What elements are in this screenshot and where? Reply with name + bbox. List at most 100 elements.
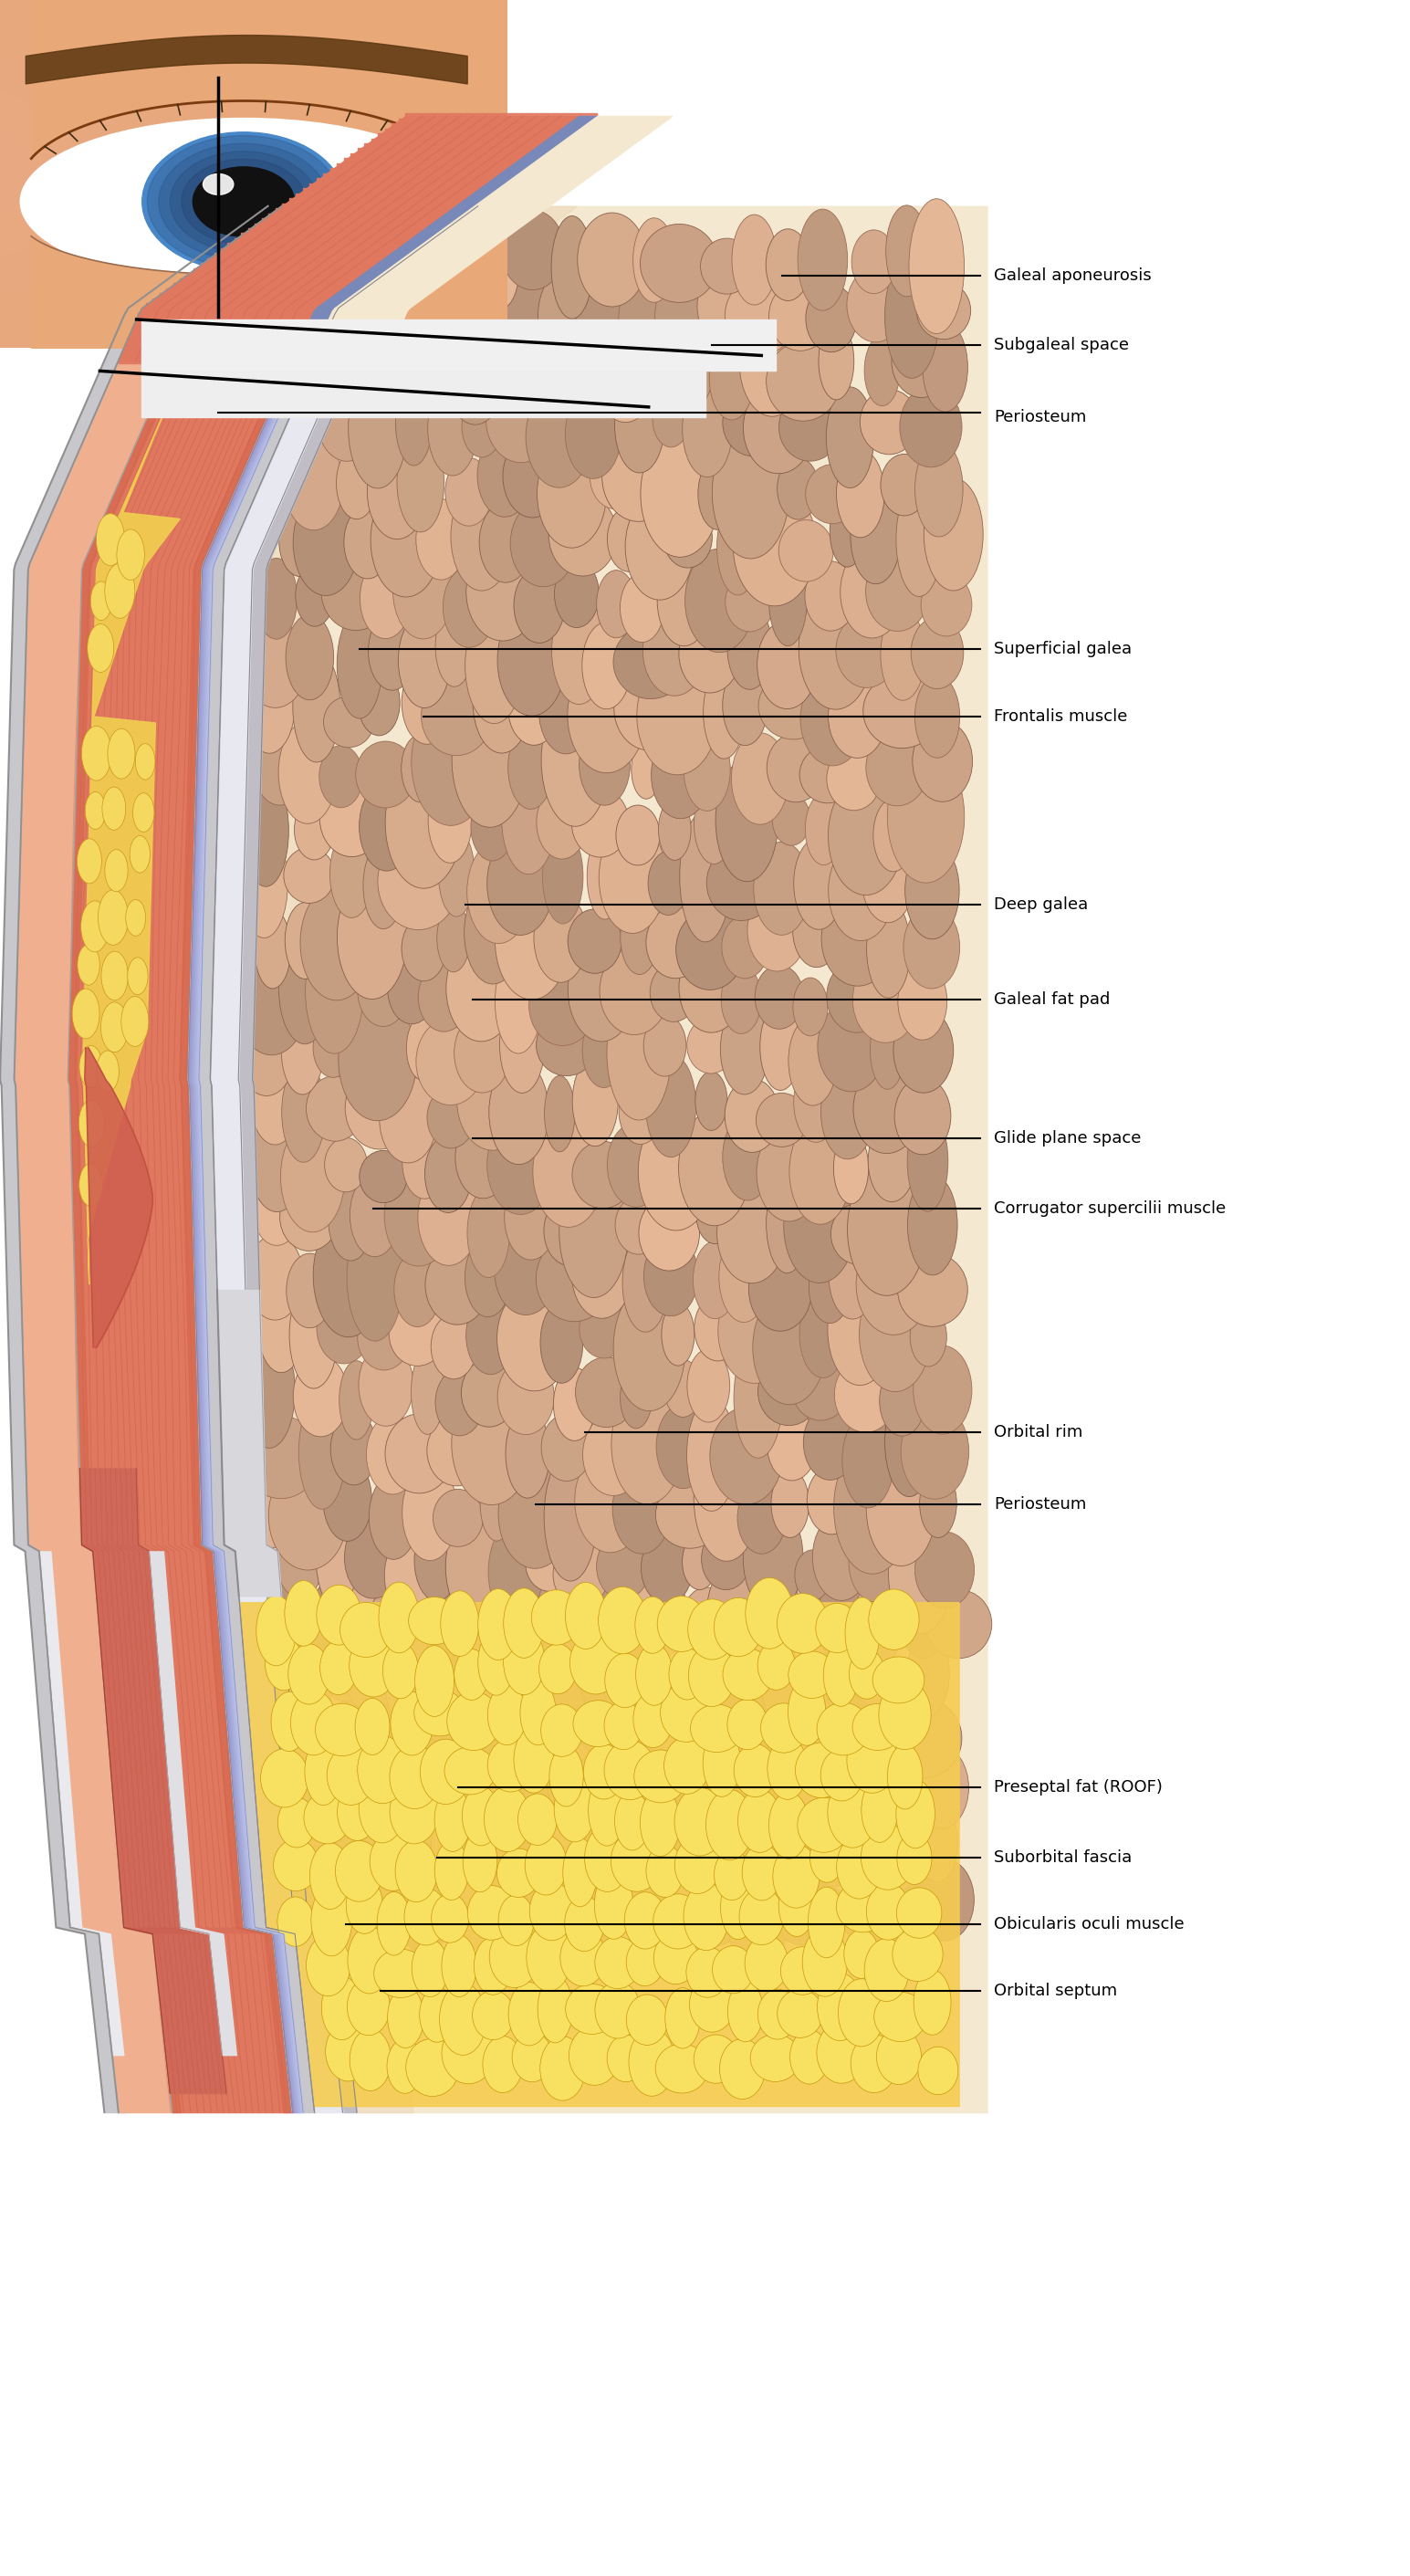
Ellipse shape (317, 376, 378, 461)
Ellipse shape (550, 1747, 584, 1806)
Ellipse shape (565, 389, 620, 479)
Ellipse shape (697, 1185, 735, 1244)
Ellipse shape (698, 263, 760, 350)
Ellipse shape (828, 840, 894, 940)
Ellipse shape (596, 1695, 664, 1793)
Ellipse shape (484, 1785, 530, 1852)
Ellipse shape (248, 1103, 305, 1211)
Ellipse shape (496, 1285, 571, 1391)
Ellipse shape (391, 1692, 433, 1754)
Ellipse shape (415, 1698, 478, 1772)
Ellipse shape (611, 1832, 663, 1891)
Ellipse shape (276, 1525, 323, 1597)
Ellipse shape (637, 657, 718, 775)
Ellipse shape (725, 572, 774, 631)
Ellipse shape (777, 1595, 829, 1654)
Ellipse shape (486, 832, 554, 935)
Ellipse shape (654, 1932, 698, 1984)
Ellipse shape (823, 1643, 859, 1705)
Ellipse shape (822, 891, 894, 987)
Ellipse shape (790, 1118, 852, 1224)
Ellipse shape (684, 729, 730, 811)
Ellipse shape (606, 987, 671, 1121)
Ellipse shape (629, 2027, 675, 2097)
Ellipse shape (498, 1896, 534, 1945)
Ellipse shape (501, 211, 564, 291)
Ellipse shape (753, 842, 809, 935)
Ellipse shape (640, 1700, 699, 1754)
Ellipse shape (620, 574, 664, 641)
Ellipse shape (633, 1690, 673, 1747)
Ellipse shape (874, 1674, 928, 1788)
Ellipse shape (319, 1700, 379, 1777)
Ellipse shape (345, 1066, 415, 1149)
Ellipse shape (682, 381, 732, 477)
Ellipse shape (907, 1110, 948, 1211)
Ellipse shape (761, 1819, 821, 1888)
Ellipse shape (350, 2030, 391, 2092)
Ellipse shape (448, 222, 488, 276)
Ellipse shape (415, 1520, 460, 1600)
Ellipse shape (809, 1832, 845, 1883)
Ellipse shape (716, 760, 778, 881)
Ellipse shape (386, 270, 460, 363)
Ellipse shape (364, 1875, 413, 1950)
Ellipse shape (436, 268, 508, 376)
Ellipse shape (446, 1512, 506, 1620)
Ellipse shape (756, 1757, 826, 1850)
Ellipse shape (656, 1404, 711, 1489)
Ellipse shape (687, 1399, 736, 1512)
Ellipse shape (723, 1649, 773, 1700)
Ellipse shape (830, 1203, 885, 1265)
Ellipse shape (880, 1365, 925, 1435)
Ellipse shape (447, 1692, 501, 1752)
Ellipse shape (836, 613, 898, 688)
Ellipse shape (845, 1597, 880, 1669)
Circle shape (127, 958, 148, 994)
Ellipse shape (479, 502, 532, 582)
Ellipse shape (248, 1466, 298, 1548)
Ellipse shape (651, 732, 709, 819)
Ellipse shape (905, 842, 959, 940)
Ellipse shape (706, 845, 776, 920)
Ellipse shape (761, 1649, 804, 1721)
Ellipse shape (529, 966, 596, 1046)
Ellipse shape (526, 1535, 574, 1592)
Ellipse shape (897, 1780, 935, 1847)
Circle shape (135, 744, 155, 781)
Ellipse shape (488, 1600, 541, 1659)
Ellipse shape (833, 1443, 911, 1574)
Ellipse shape (344, 1517, 402, 1600)
Ellipse shape (713, 1850, 750, 1901)
Ellipse shape (777, 1989, 823, 2038)
Ellipse shape (757, 1641, 795, 1690)
Ellipse shape (495, 1229, 557, 1314)
Ellipse shape (634, 1597, 670, 1654)
Ellipse shape (595, 1870, 633, 1940)
Ellipse shape (792, 1726, 856, 1857)
Ellipse shape (330, 1414, 376, 1484)
Ellipse shape (873, 799, 914, 871)
Ellipse shape (863, 675, 940, 747)
Circle shape (85, 791, 106, 829)
Ellipse shape (313, 1018, 352, 1077)
Ellipse shape (540, 1301, 582, 1383)
Ellipse shape (385, 1535, 431, 1615)
Ellipse shape (897, 482, 942, 598)
Ellipse shape (554, 559, 599, 629)
Ellipse shape (862, 1777, 898, 1842)
Ellipse shape (585, 1824, 630, 1891)
Ellipse shape (743, 381, 814, 474)
Text: Deep galea: Deep galea (994, 896, 1089, 912)
Circle shape (125, 899, 145, 935)
Ellipse shape (350, 1633, 398, 1698)
Ellipse shape (898, 1255, 967, 1327)
Ellipse shape (615, 1195, 661, 1255)
Ellipse shape (367, 1414, 419, 1494)
Ellipse shape (639, 1195, 699, 1270)
Ellipse shape (451, 482, 513, 590)
Ellipse shape (689, 1976, 735, 2032)
Ellipse shape (244, 1334, 295, 1448)
Ellipse shape (285, 902, 326, 979)
Circle shape (90, 582, 111, 621)
